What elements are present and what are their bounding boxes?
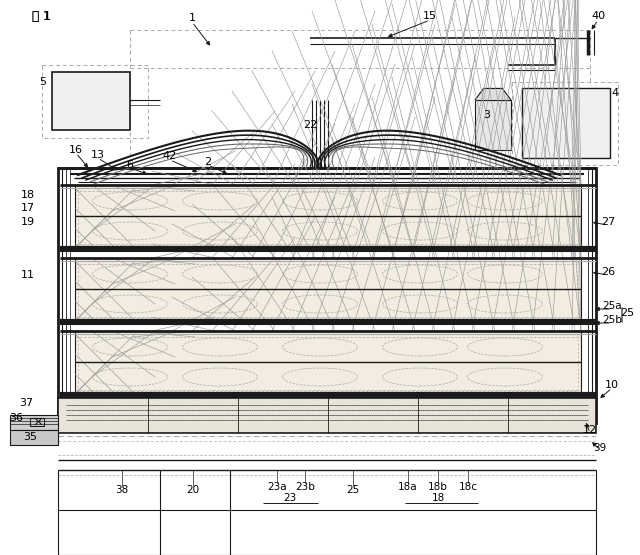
Text: 35: 35 [23, 432, 37, 442]
Text: 11: 11 [21, 270, 35, 280]
Text: 37: 37 [19, 398, 33, 408]
Text: 12: 12 [583, 425, 597, 435]
Text: 図 1: 図 1 [32, 9, 51, 23]
Text: 25: 25 [346, 485, 360, 495]
Text: 20: 20 [186, 485, 200, 495]
Text: 25b: 25b [602, 315, 622, 325]
Bar [58, 168, 596, 423]
Text: 13: 13 [91, 150, 105, 160]
Text: 18a: 18a [398, 482, 418, 492]
Text: 17: 17 [21, 203, 35, 213]
Text: 18b: 18b [428, 482, 448, 492]
Bar [78, 334, 578, 391]
Text: 25a: 25a [602, 301, 622, 311]
Text: 38: 38 [115, 485, 129, 495]
Bar [75, 185, 581, 248]
Text: 5: 5 [40, 77, 47, 87]
Bar [75, 258, 581, 321]
Text: 18c: 18c [458, 482, 477, 492]
Text: 10: 10 [605, 380, 619, 390]
Bar [10, 415, 58, 430]
Text: 16: 16 [69, 145, 83, 155]
Text: 6: 6 [127, 160, 134, 170]
Text: 1: 1 [189, 13, 195, 23]
Text: 40: 40 [591, 11, 605, 21]
Text: 23b: 23b [295, 482, 315, 492]
Bar [58, 398, 596, 433]
Text: 36: 36 [9, 413, 23, 423]
Bar [75, 331, 581, 394]
Text: 23a: 23a [267, 482, 287, 492]
Text: 39: 39 [593, 443, 607, 453]
Bar [78, 261, 578, 318]
Text: 27: 27 [601, 217, 615, 227]
Text: 42: 42 [163, 151, 177, 161]
Text: 4: 4 [611, 88, 619, 98]
Bar [78, 188, 578, 245]
Bar [52, 72, 130, 130]
Text: 22: 22 [303, 120, 317, 130]
Bar [30, 418, 44, 426]
Text: 26: 26 [601, 267, 615, 277]
Text: 3: 3 [483, 110, 490, 120]
Text: 18: 18 [431, 493, 445, 503]
Text: 18: 18 [21, 190, 35, 200]
Text: 25: 25 [620, 308, 634, 318]
Polygon shape [475, 88, 511, 100]
Text: 図 1: 図 1 [32, 9, 51, 23]
Bar [522, 88, 610, 158]
Text: 2: 2 [204, 157, 212, 167]
Text: 15: 15 [423, 11, 437, 21]
Text: 23: 23 [284, 493, 296, 503]
Text: 19: 19 [21, 217, 35, 227]
Bar [10, 430, 58, 445]
Bar [475, 100, 511, 150]
